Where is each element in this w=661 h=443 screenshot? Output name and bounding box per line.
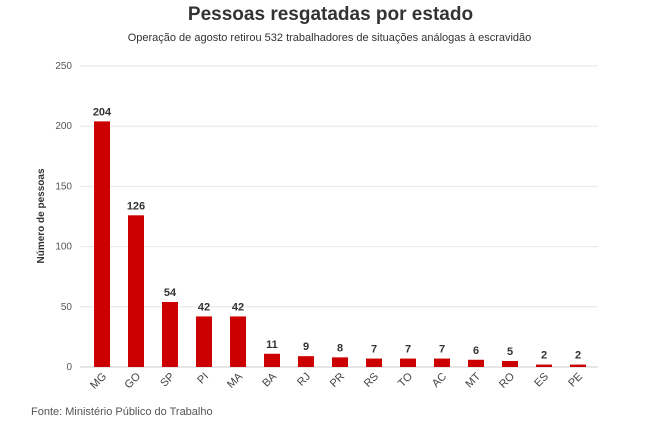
data-label: 204 xyxy=(93,106,112,118)
data-label: 7 xyxy=(439,344,445,356)
bar xyxy=(94,121,110,367)
bar-chart: 0 50 100 150 200 250 Número de pessoas 204 MG 126… xyxy=(36,61,598,392)
x-tick-label: AC xyxy=(430,371,449,390)
y-tick-label: 50 xyxy=(61,302,73,313)
y-tick-label: 0 xyxy=(66,362,72,373)
x-tick-label: RS xyxy=(362,371,381,390)
bar xyxy=(128,215,144,367)
chart-title: Pessoas resgatadas por estado xyxy=(187,4,474,25)
data-label: 42 xyxy=(198,301,210,313)
bar xyxy=(502,360,518,367)
x-tick-label: PE xyxy=(566,371,585,390)
bar xyxy=(400,358,416,367)
x-tick-label: ES xyxy=(532,371,551,390)
data-label: 54 xyxy=(164,287,177,299)
x-tick-label: RJ xyxy=(295,371,313,389)
data-label: 42 xyxy=(232,301,244,313)
x-tick-label: GO xyxy=(123,370,144,391)
data-label: 2 xyxy=(575,350,581,362)
y-tick-label: 150 xyxy=(55,181,72,192)
data-label: 5 xyxy=(507,346,513,358)
bar xyxy=(468,359,484,367)
bar xyxy=(264,353,280,367)
data-label: 8 xyxy=(337,342,343,354)
source-note: Fonte: Ministério Público do Trabalho xyxy=(31,406,213,418)
x-tick-label: MA xyxy=(225,370,246,391)
bar xyxy=(332,357,348,367)
bar xyxy=(366,358,382,367)
y-tick-label: 100 xyxy=(55,242,72,253)
x-tick-label: PI xyxy=(195,371,211,387)
bar xyxy=(570,364,586,367)
bar xyxy=(298,356,314,367)
data-label: 126 xyxy=(127,200,145,212)
chart-subtitle: Operação de agosto retirou 532 trabalhad… xyxy=(127,32,532,44)
data-label: 2 xyxy=(541,350,547,362)
data-label: 11 xyxy=(266,339,278,351)
x-tick-label: PR xyxy=(328,371,347,390)
x-tick-label: MG xyxy=(88,371,109,392)
x-tick-label: TO xyxy=(396,370,415,389)
data-label: 6 xyxy=(473,345,479,357)
bar xyxy=(196,316,212,367)
x-tick-label: BA xyxy=(260,370,279,389)
data-label: 7 xyxy=(371,344,377,356)
x-tick-label: SP xyxy=(158,371,177,390)
y-tick-label: 250 xyxy=(55,61,72,72)
bar xyxy=(162,301,178,367)
x-tick-label: MT xyxy=(463,370,483,390)
data-label: 7 xyxy=(405,344,411,356)
x-tick-label: RO xyxy=(497,370,517,390)
bar xyxy=(536,364,552,367)
bar xyxy=(434,358,450,367)
y-axis-label: Número de pessoas xyxy=(36,168,47,263)
data-label: 9 xyxy=(303,341,309,353)
y-tick-label: 200 xyxy=(55,121,72,132)
bar xyxy=(230,316,246,367)
